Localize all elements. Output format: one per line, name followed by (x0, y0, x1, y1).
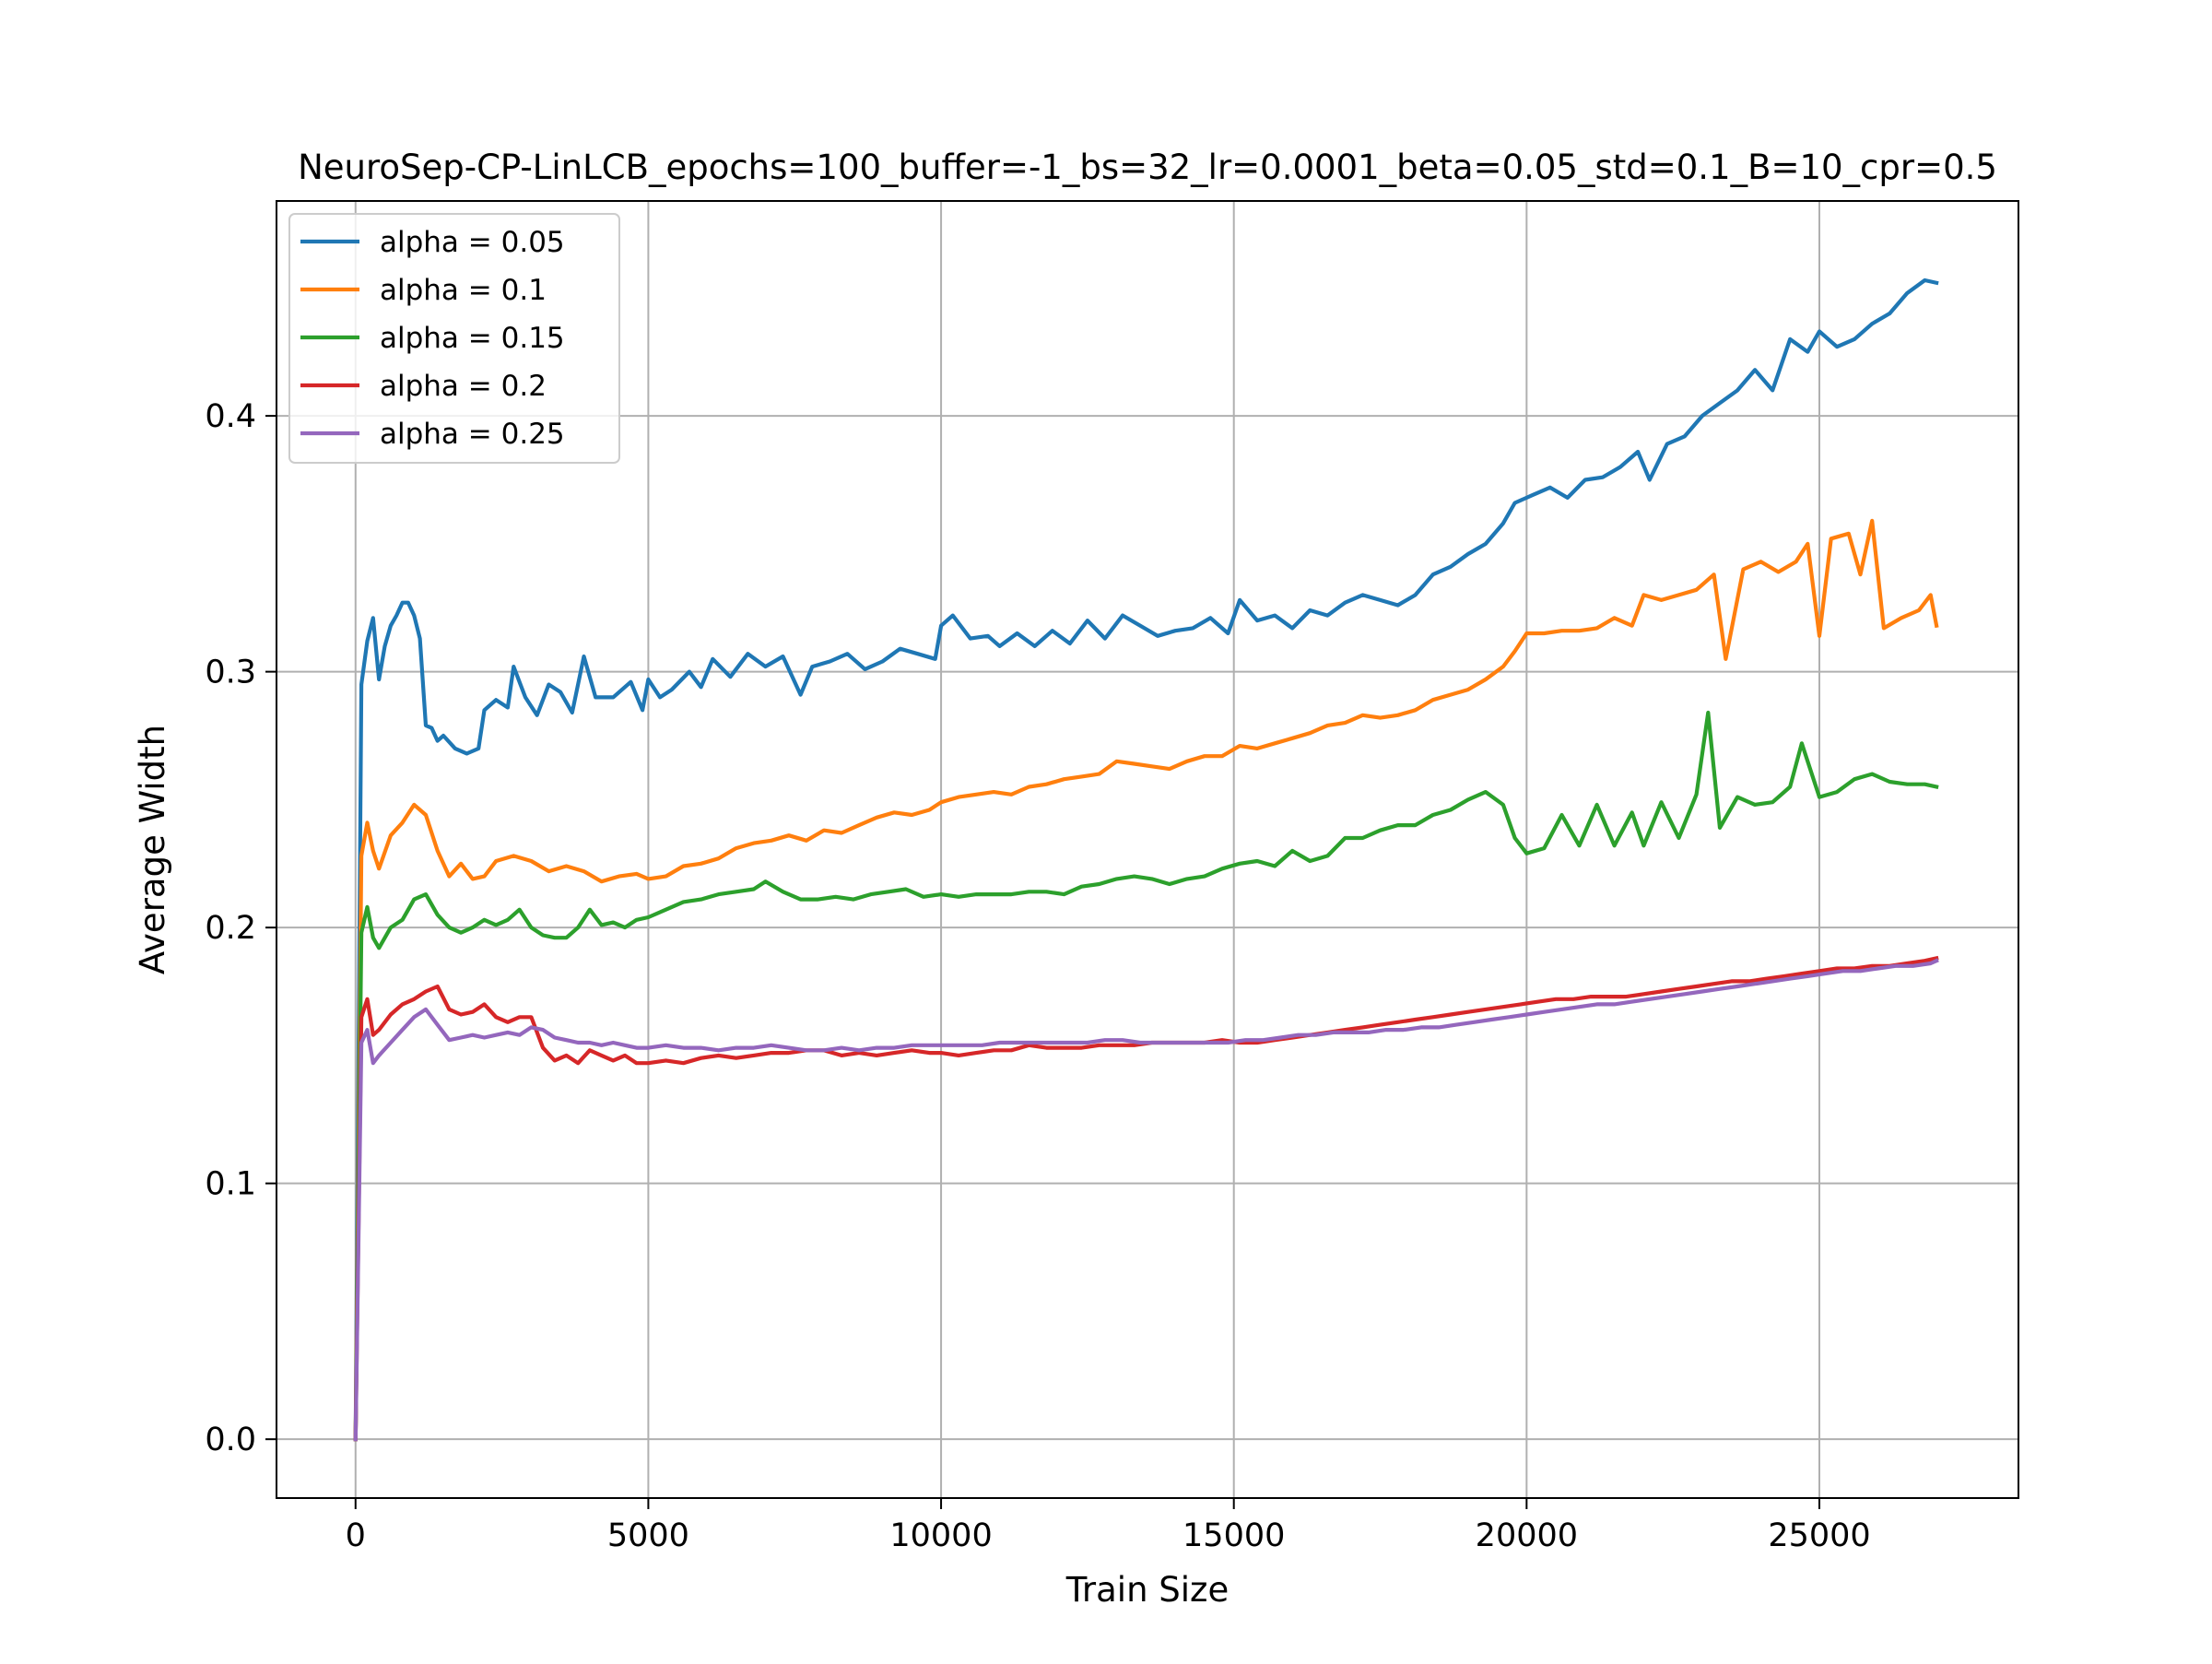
x-tick-label: 25000 (1768, 1517, 1870, 1554)
x-tick-label: 5000 (607, 1517, 689, 1554)
x-axis: 0 5000 10000 15000 20000 25000 (346, 1498, 1871, 1554)
y-tick-label: 0.0 (205, 1422, 256, 1458)
legend-label-5: alpha = 0.25 (380, 418, 565, 451)
legend: alpha = 0.05 alpha = 0.1 alpha = 0.15 alpha… (288, 213, 620, 464)
y-tick-label: 0.1 (205, 1166, 256, 1203)
x-tick-label: 0 (346, 1517, 366, 1554)
x-tick-label: 15000 (1182, 1517, 1285, 1554)
x-tick-label: 10000 (889, 1517, 992, 1554)
chart-title: NeuroSep-CP-LinLCB_epochs=100_buffer=-1_… (298, 148, 1997, 187)
grid-lines (276, 201, 2018, 1498)
x-tick-label: 20000 (1476, 1517, 1578, 1554)
legend-label-4: alpha = 0.2 (380, 370, 547, 403)
series-line-3 (353, 710, 1939, 1442)
series-line-4 (353, 955, 1939, 1442)
legend-label-3: alpha = 0.15 (380, 322, 565, 355)
y-tick-label: 0.4 (205, 398, 256, 435)
y-axis-label: Average Width (133, 725, 172, 974)
y-axis: 0.0 0.1 0.2 0.3 0.4 (205, 398, 276, 1458)
y-tick-label: 0.3 (205, 655, 256, 691)
legend-box (288, 213, 620, 464)
series-lines (353, 277, 1939, 1442)
series-line-1 (353, 277, 1939, 1442)
series-line-2 (353, 518, 1939, 1442)
series-line-5 (353, 958, 1939, 1442)
x-axis-label: Train Size (1065, 1570, 1230, 1610)
legend-label-2: alpha = 0.1 (380, 274, 547, 307)
legend-label-1: alpha = 0.05 (380, 226, 565, 259)
plot-area-frame (276, 200, 2019, 1499)
y-tick-label: 0.2 (205, 910, 256, 947)
